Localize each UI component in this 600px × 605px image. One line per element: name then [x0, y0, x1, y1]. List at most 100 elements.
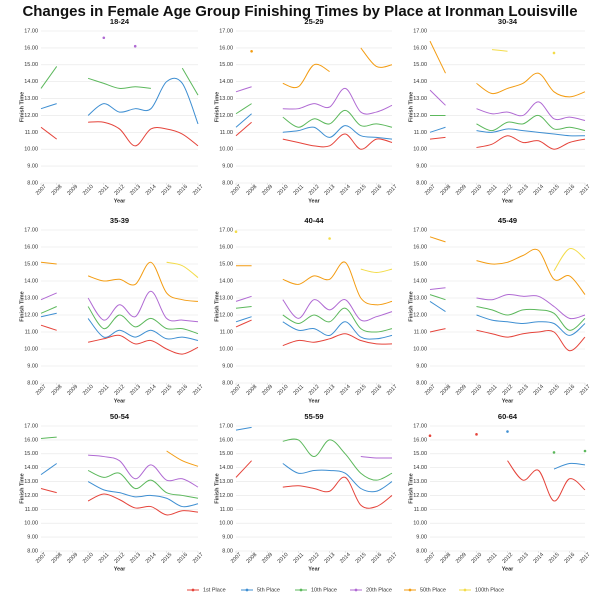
y-tick-label: 13.00	[219, 479, 233, 485]
y-tick-label: 16.00	[219, 45, 233, 51]
series-line	[88, 454, 199, 488]
panel-title: 40-44	[304, 216, 324, 225]
series-line	[166, 450, 199, 467]
y-tick-label: 15.00	[413, 62, 427, 68]
y-axis-label: Finish Time	[214, 291, 220, 321]
y-tick-label: 13.00	[24, 96, 38, 102]
series-line	[429, 287, 586, 320]
y-tick-label: 14.00	[219, 79, 233, 85]
point	[552, 51, 556, 55]
y-tick-label: 13.00	[413, 96, 427, 102]
x-tick-label: 2012	[113, 384, 126, 397]
point	[234, 230, 238, 233]
legend-label: 10th Place	[311, 587, 337, 593]
y-tick-label: 15.00	[219, 451, 233, 457]
y-axis-label: Finish Time	[19, 92, 25, 122]
x-tick-label: 2008	[51, 384, 64, 397]
series-line	[553, 248, 586, 272]
y-tick-label: 13.00	[413, 295, 427, 301]
y-tick-label: 8.00	[416, 380, 427, 386]
series-line	[236, 261, 393, 306]
x-tick-label: 2013	[517, 552, 530, 565]
panel-title: 25-29	[304, 17, 323, 26]
y-tick-label: 14.00	[219, 465, 233, 471]
x-tick-label: 2010	[82, 184, 95, 197]
y-tick-label: 12.00	[219, 312, 233, 318]
x-tick-label: 2012	[113, 184, 126, 197]
y-tick-label: 17.00	[24, 28, 38, 34]
x-tick-label: 2008	[51, 184, 64, 197]
panel-title: 50-54	[110, 412, 130, 421]
legend-dot	[191, 588, 195, 592]
series-line	[40, 290, 199, 323]
y-tick-label: 16.00	[24, 437, 38, 443]
x-tick-label: 2011	[486, 184, 499, 197]
x-axis-label: Year	[502, 566, 514, 572]
x-axis-label: Year	[114, 566, 126, 572]
series-line	[429, 294, 586, 331]
y-tick-label: 16.00	[24, 45, 38, 51]
x-tick-label: 2014	[339, 552, 352, 565]
x-tick-label: 2009	[261, 552, 274, 565]
x-tick-label: 2009	[455, 552, 468, 565]
x-tick-label: 2013	[129, 552, 142, 565]
y-tick-label: 10.00	[219, 521, 233, 527]
legend-dot	[299, 588, 303, 592]
series-line	[507, 460, 586, 502]
point	[552, 451, 556, 454]
y-tick-label: 14.00	[413, 465, 427, 471]
x-tick-label: 2009	[455, 184, 468, 197]
x-tick-label: 2009	[66, 384, 79, 397]
y-tick-label: 10.00	[219, 346, 233, 352]
y-tick-label: 11.00	[220, 329, 233, 335]
y-axis-label: Finish Time	[408, 291, 414, 321]
y-tick-label: 10.00	[413, 147, 427, 153]
x-tick-label: 2009	[66, 184, 79, 197]
series-line	[40, 77, 199, 125]
y-tick-label: 12.00	[219, 493, 233, 499]
point	[475, 433, 478, 436]
legend-dot	[463, 588, 467, 592]
y-tick-label: 16.00	[413, 45, 427, 51]
y-tick-label: 8.00	[222, 548, 233, 554]
y-tick-label: 9.00	[416, 363, 427, 369]
series-line	[429, 236, 586, 295]
y-tick-label: 16.00	[413, 437, 427, 443]
chart-title: Changes in Female Age Group Finishing Ti…	[22, 3, 577, 20]
y-tick-label: 12.00	[24, 493, 38, 499]
x-tick-label: 2011	[98, 552, 111, 565]
y-tick-label: 10.00	[24, 147, 38, 153]
series-line	[429, 126, 586, 137]
x-tick-label: 2008	[245, 384, 258, 397]
series-line	[492, 50, 554, 53]
x-tick-label: 2013	[323, 184, 336, 197]
x-tick-label: 2008	[439, 384, 452, 397]
series-line	[429, 300, 586, 336]
series-line	[360, 456, 393, 459]
series-line	[429, 135, 586, 150]
x-tick-label: 2013	[323, 384, 336, 397]
y-tick-label: 15.00	[413, 261, 427, 267]
x-tick-label: 2014	[145, 184, 158, 197]
legend-label: 100th Place	[475, 587, 504, 593]
x-tick-label: 2017	[192, 384, 205, 397]
y-tick-label: 11.00	[25, 329, 38, 335]
series-line	[40, 66, 199, 96]
x-tick-label: 2012	[501, 384, 514, 397]
series-line	[429, 328, 586, 352]
legend-dot	[408, 588, 412, 592]
x-axis-label: Year	[308, 198, 320, 204]
x-tick-label: 2016	[370, 552, 383, 565]
x-tick-label: 2011	[98, 184, 111, 197]
x-tick-label: 2017	[579, 184, 592, 197]
x-tick-label: 2008	[439, 552, 452, 565]
y-tick-label: 14.00	[24, 79, 38, 85]
y-axis-label: Finish Time	[19, 473, 25, 503]
legend-dot	[245, 588, 249, 592]
y-tick-label: 8.00	[27, 548, 38, 554]
x-tick-label: 2016	[563, 384, 576, 397]
x-tick-label: 2014	[145, 552, 158, 565]
x-tick-label: 2009	[261, 384, 274, 397]
legend-label: 5th Place	[257, 587, 280, 593]
x-tick-label: 2012	[113, 552, 126, 565]
